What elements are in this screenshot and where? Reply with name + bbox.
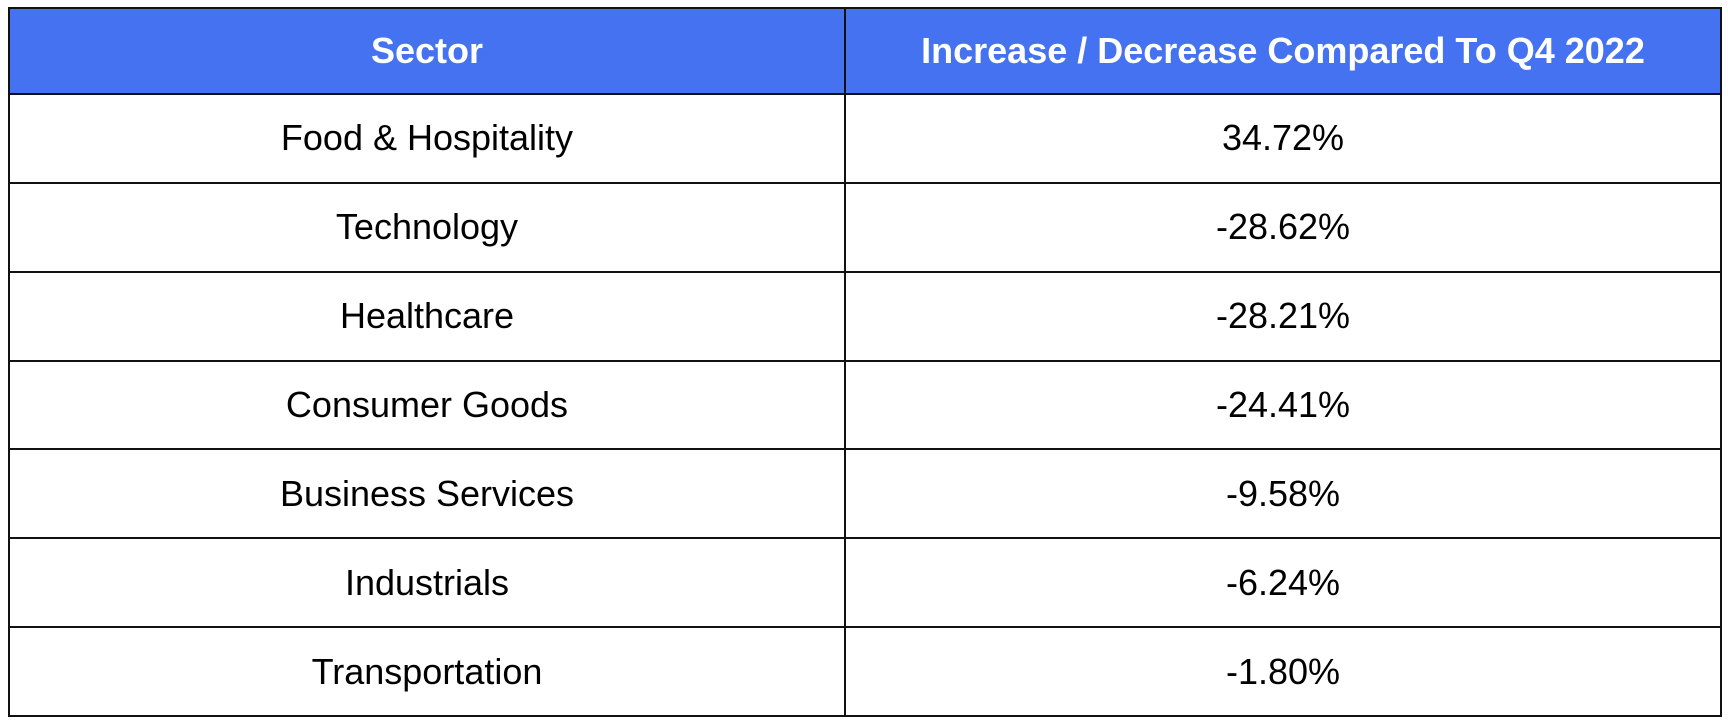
sector-cell: Industrials — [8, 537, 846, 629]
header-sector: Sector — [8, 7, 846, 95]
table-row: Transportation -1.80% — [8, 626, 1722, 717]
table-header-row: Sector Increase / Decrease Compared To Q… — [8, 7, 1722, 95]
header-change: Increase / Decrease Compared To Q4 2022 — [844, 7, 1722, 95]
table-row: Technology -28.62% — [8, 181, 1722, 273]
change-cell: 34.72% — [844, 93, 1722, 184]
sector-cell: Healthcare — [8, 270, 846, 362]
sector-cell: Transportation — [8, 626, 846, 717]
change-cell: -9.58% — [844, 448, 1722, 540]
table-row: Food & Hospitality 34.72% — [8, 93, 1722, 184]
change-cell: -28.21% — [844, 270, 1722, 362]
sector-cell: Consumer Goods — [8, 359, 846, 451]
sector-cell: Technology — [8, 181, 846, 273]
change-cell: -1.80% — [844, 626, 1722, 717]
table-row: Industrials -6.24% — [8, 537, 1722, 629]
sector-cell: Food & Hospitality — [8, 93, 846, 184]
table-row: Business Services -9.58% — [8, 448, 1722, 540]
table-row: Consumer Goods -24.41% — [8, 359, 1722, 451]
change-cell: -28.62% — [844, 181, 1722, 273]
change-cell: -24.41% — [844, 359, 1722, 451]
sector-change-table: Sector Increase / Decrease Compared To Q… — [8, 7, 1722, 717]
sector-table-container: Sector Increase / Decrease Compared To Q… — [8, 7, 1722, 717]
change-cell: -6.24% — [844, 537, 1722, 629]
table-row: Healthcare -28.21% — [8, 270, 1722, 362]
sector-cell: Business Services — [8, 448, 846, 540]
